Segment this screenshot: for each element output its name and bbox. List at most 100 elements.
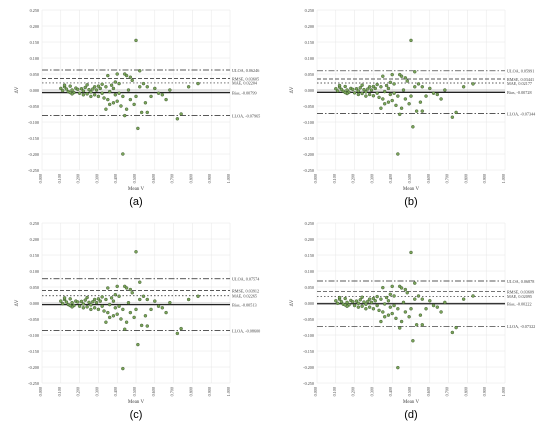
data-point <box>416 294 421 298</box>
x-tick-label: 0.000 <box>313 387 318 396</box>
x-tick-label: 0.800 <box>188 174 193 183</box>
data-point <box>371 307 376 311</box>
data-point <box>100 295 104 299</box>
data-point <box>92 306 97 310</box>
data-point <box>375 91 379 95</box>
data-point <box>366 87 370 91</box>
data-point <box>79 87 84 91</box>
data-point <box>396 152 400 156</box>
data-point <box>420 109 424 113</box>
data-point <box>381 310 385 314</box>
reference-label-mae: MAE, 0.02204 <box>232 81 258 87</box>
data-point <box>139 110 144 115</box>
data-point <box>416 82 421 86</box>
data-point <box>81 89 86 93</box>
x-tick-label: 0.600 <box>151 174 156 183</box>
x-tick-label: 0.700 <box>170 174 175 183</box>
x-tick-label: 0.900 <box>482 174 487 183</box>
data-point <box>98 86 102 91</box>
x-tick-label: 0.100 <box>57 387 62 396</box>
data-point <box>128 310 133 315</box>
data-point <box>89 307 93 312</box>
data-point <box>111 86 116 91</box>
data-point <box>124 107 129 111</box>
y-tick-label: 0.250 <box>30 8 39 13</box>
y-tick-label: 0.150 <box>30 253 39 258</box>
data-point <box>367 297 372 301</box>
data-points <box>334 38 475 156</box>
y-axis-label: ΔV <box>290 299 295 306</box>
data-point <box>113 292 118 297</box>
data-point <box>428 299 432 303</box>
y-tick-label: 0.200 <box>305 237 314 242</box>
data-point <box>96 297 101 301</box>
data-point <box>89 90 93 94</box>
reference-label-rmse: RMSE, 0.03609 <box>507 289 534 295</box>
data-point <box>375 303 379 308</box>
data-point <box>145 85 149 89</box>
data-point <box>83 298 87 302</box>
y-tick-label: -0.150 <box>303 136 314 141</box>
reference-label-uloa: ULOA, 0.06246 <box>232 68 259 74</box>
data-point <box>196 81 200 86</box>
data-point <box>399 74 404 78</box>
data-point <box>111 299 116 303</box>
data-point <box>109 296 114 300</box>
y-tick-label: -0.050 <box>303 104 314 109</box>
data-point <box>362 300 366 304</box>
y-axis-label: ΔV <box>15 86 20 93</box>
data-point <box>360 304 364 308</box>
data-point <box>134 307 138 312</box>
y-tick-label: 0.250 <box>305 221 314 226</box>
x-tick-label: 0.400 <box>388 387 393 396</box>
data-point <box>413 70 417 74</box>
y-tick-label: 0.100 <box>30 269 39 274</box>
x-tick-label: 0.900 <box>207 387 212 396</box>
data-point <box>186 297 191 302</box>
data-point <box>403 310 408 314</box>
y-tick-label: 0.200 <box>305 24 314 29</box>
data-point <box>439 310 443 314</box>
y-tick-label: 0.000 <box>30 301 39 306</box>
data-point <box>439 97 443 101</box>
data-point <box>121 152 125 156</box>
data-point <box>409 307 413 311</box>
data-point <box>388 292 393 297</box>
y-tick-label: -0.200 <box>28 152 39 157</box>
data-point <box>92 85 97 89</box>
y-tick-label: -0.100 <box>28 120 39 125</box>
data-point <box>379 85 383 89</box>
data-point <box>107 102 112 107</box>
data-point <box>420 297 424 301</box>
data-point <box>398 112 402 117</box>
data-point <box>388 92 393 97</box>
data-point <box>136 126 140 131</box>
data-point <box>92 297 97 302</box>
chart-svg-c: 0.250 0.200 0.150 0.100 0.050 0.000 -0.050 -0.1… <box>15 221 260 405</box>
y-tick-label: -0.150 <box>303 349 314 354</box>
x-tick-label: 0.700 <box>170 387 175 396</box>
data-point <box>454 110 458 115</box>
y-tick-label: 0.000 <box>305 88 314 93</box>
data-point <box>411 339 415 343</box>
data-point <box>121 366 125 371</box>
data-point <box>81 302 86 306</box>
reference-label-rmse: RMSE, 0.03605 <box>232 76 259 82</box>
data-point <box>443 300 447 305</box>
data-point <box>117 294 121 298</box>
y-tick-label: -0.200 <box>303 365 314 370</box>
x-tick-label: 0.300 <box>94 174 99 183</box>
data-point <box>382 302 387 306</box>
data-point <box>145 324 149 328</box>
data-point <box>403 287 408 292</box>
x-tick-label: 0.600 <box>426 387 431 396</box>
data-point <box>450 330 455 335</box>
chart-panel-c: 0.250 0.200 0.150 0.100 0.050 0.000 -0.050 -0.1… <box>0 213 275 427</box>
data-point <box>76 87 80 92</box>
x-tick-label: 1.000 <box>226 387 231 396</box>
data-point <box>124 286 129 290</box>
data-point <box>68 84 72 88</box>
data-point <box>360 295 364 299</box>
chart-svg-a: 0.250 0.200 0.150 0.100 0.050 0.000 -0.050 -0.1… <box>15 8 260 192</box>
data-point <box>77 304 82 308</box>
